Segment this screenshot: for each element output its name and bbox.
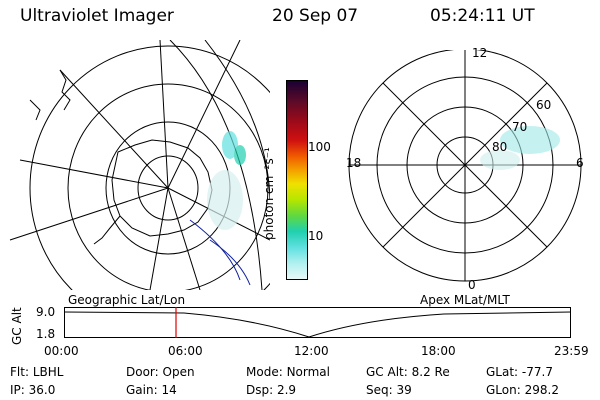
aurora-oval [500,126,560,154]
instrument-title: Ultraviolet Imager [20,6,174,26]
earth-limb [204,40,270,201]
mlt-label-6: 6 [576,156,584,170]
mlt-label-0: 0 [468,278,476,292]
colorbar [286,80,308,280]
timeline-xtick-2359: 23:59 [554,344,589,358]
longitude-line [167,40,241,189]
mlat-label-60: 60 [536,98,552,112]
polar-plot [348,50,582,282]
latitude-circle [67,83,269,290]
timeline-right-label: Apex MLat/MLT [420,293,510,307]
footer-glon: GLon: 298.2 [486,383,559,397]
longitude-line [9,187,169,241]
timeline-axis-label: GC Alt [10,307,24,345]
colorbar-tick-10: 10 [308,229,324,243]
antarctica-outline [111,139,213,237]
aurora-emission [207,170,243,230]
timeline-ytick-high: 9.0 [36,305,56,319]
timeline-left-label: Geographic Lat/Lon [68,293,186,307]
timeline-frame [64,307,571,338]
aurora-emission [222,131,238,159]
colorbar-tick-100: 100 [308,140,331,154]
timeline-xtick-0000: 00:00 [44,344,79,358]
footer-gain: Gain: 14 [126,383,177,397]
peninsula-outline [93,215,121,245]
aurora-oval [480,150,520,170]
timeline-xtick-1800: 18:00 [421,344,456,358]
longitude-line [59,69,169,189]
polar-diagonal [382,82,548,248]
latitude-circle [137,155,199,221]
field-line-track [189,219,241,281]
footer-flt: Flt: LBHL [10,365,64,379]
mlt-label-18: 18 [346,156,362,170]
date-label: 20 Sep 07 [272,6,359,26]
footer-gc-alt: GC Alt: 8.2 Re [366,365,450,379]
time-label: 05:24:11 UT [430,6,535,26]
timeline-plot [64,307,572,338]
colorbar-unit-label: photon cm⁻²s⁻¹ [262,147,276,240]
longitude-line [167,187,201,290]
field-line-track [209,239,251,286]
timeline-xtick-0600: 06:00 [168,344,203,358]
timeline-xtick-1200: 12:00 [294,344,329,358]
mlt-label-12: 12 [472,46,488,60]
longitude-line [149,187,169,290]
footer-door: Door: Open [126,365,195,379]
aurora-emission [234,145,246,165]
footer-dsp: Dsp: 2.9 [246,383,297,397]
timeline-ytick-low: 1.8 [36,327,56,341]
footer-ip: IP: 36.0 [10,383,56,397]
footer-glat: GLat: -77.7 [486,365,553,379]
mlat-label-80: 80 [492,140,508,154]
mlat-label-70: 70 [512,120,528,134]
longitude-line [159,40,169,189]
coastline [29,99,41,121]
altitude-trace [64,311,572,338]
geographic-map [9,40,270,290]
coastline [59,69,71,111]
footer-mode: Mode: Normal [246,365,330,379]
latitude-circle [29,45,270,290]
longitude-line [19,159,169,189]
footer-seq: Seq: 39 [366,383,412,397]
